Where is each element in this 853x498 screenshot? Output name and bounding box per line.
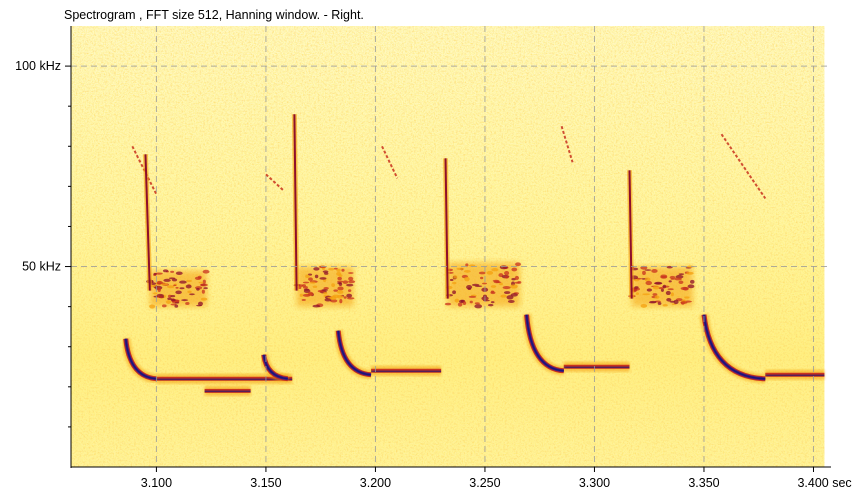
x-tick-label: 3.300 [579, 476, 610, 490]
constant-band [765, 369, 825, 380]
echo-trace [560, 125, 574, 163]
call-layer [142, 114, 635, 299]
x-tick-label: 3.150 [250, 476, 281, 490]
constant-band [563, 361, 630, 372]
y-tick-label: 100 kHz [15, 59, 61, 73]
energy-patch [444, 262, 522, 309]
energy-patch [293, 265, 356, 308]
y-tick-label: 50 kHz [22, 260, 61, 274]
echo-trace [265, 173, 285, 192]
energy-patch [628, 265, 695, 308]
fm-sweep [333, 330, 372, 380]
chart-title: Spectrogram , FFT size 512, Hanning wind… [64, 8, 364, 22]
x-tick-label: 3.200 [360, 476, 391, 490]
axes: 3.100 3.150 3.200 3.250 3.300 3.350 3.400 sec 5… [15, 26, 852, 490]
fm-sweep [699, 314, 766, 384]
constant-band-layer [156, 361, 825, 396]
call-trace [443, 158, 451, 299]
fm-sweep [259, 353, 289, 384]
call-trace [627, 170, 635, 299]
grid [71, 26, 831, 467]
energy-patch [146, 269, 210, 309]
x-tick-label: 3.250 [469, 476, 500, 490]
fm-sweep [121, 338, 158, 384]
call-trace [142, 154, 153, 291]
fm-sweep [522, 314, 565, 376]
constant-band [156, 373, 293, 384]
call-trace [291, 114, 300, 291]
spectrogram-background [71, 26, 831, 467]
echo-trace [381, 145, 399, 179]
fm-sweep-layer [121, 314, 766, 384]
energy-patch-layer [146, 262, 695, 309]
constant-band [371, 365, 442, 376]
x-tick-label: 3.350 [688, 476, 719, 490]
constant-band [204, 385, 251, 396]
echo-trace [720, 133, 767, 199]
x-tick-label: 3.100 [141, 476, 172, 490]
x-tick-label: 3.400 sec [797, 476, 851, 490]
